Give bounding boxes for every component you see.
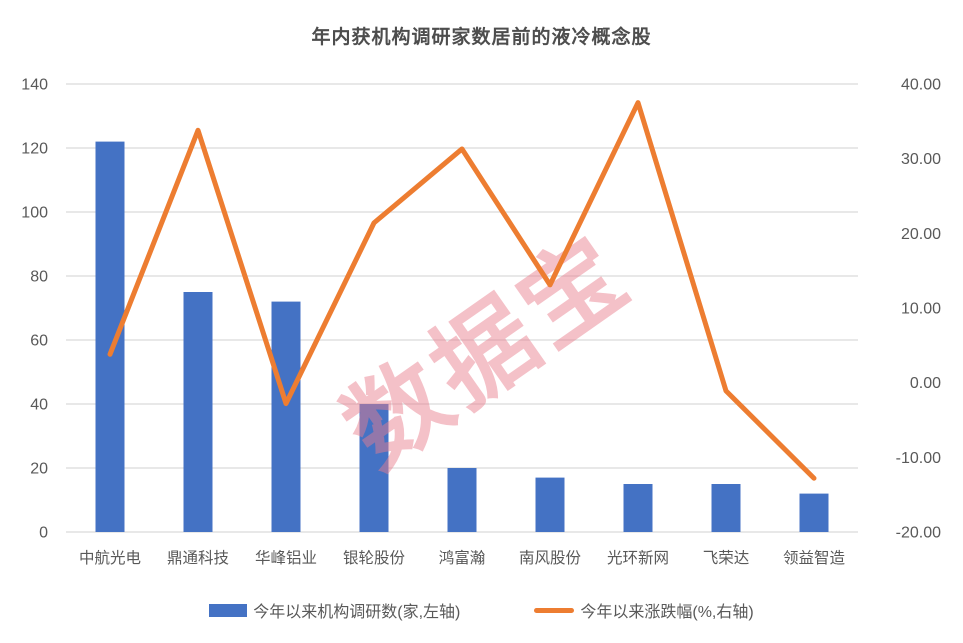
legend-item-bar-series: 今年以来机构调研数(家,左轴) [209, 598, 460, 622]
bar-series [95, 141, 829, 532]
category-labels: 中航光电 鼎通科技 华峰铝业 银轮股份 鸿富瀚 南风股份 光环新网 飞荣达 领益智造 [79, 549, 846, 567]
legend-item-line-series: 今年以来涨跌幅(%,右轴) [534, 598, 754, 622]
svg-text:南风股份: 南风股份 [519, 549, 582, 567]
svg-text:100: 100 [21, 205, 48, 222]
svg-text:0.00: 0.00 [910, 375, 941, 392]
bar-鸿富瀚 [447, 468, 477, 532]
svg-text:-20.00: -20.00 [896, 525, 941, 542]
svg-text:30.00: 30.00 [901, 151, 941, 168]
svg-text:华峰铝业: 华峰铝业 [255, 549, 317, 567]
svg-text:光环新网: 光环新网 [607, 549, 669, 567]
svg-text:飞荣达: 飞荣达 [703, 549, 750, 567]
bar-南风股份 [535, 477, 565, 532]
svg-text:鼎通科技: 鼎通科技 [167, 549, 229, 567]
bar-领益智造 [799, 493, 829, 532]
bar-鼎通科技 [183, 292, 213, 532]
bar-华峰铝业 [271, 301, 301, 532]
bar-飞荣达 [711, 484, 741, 532]
svg-text:中航光电: 中航光电 [79, 549, 141, 567]
chart-title: 年内获机构调研家数居前的液冷概念股 [311, 27, 652, 48]
line-series [107, 100, 817, 481]
bar-series-swatch-icon [209, 603, 248, 617]
svg-text:60: 60 [30, 333, 48, 350]
bar-光环新网 [623, 484, 653, 532]
bar-银轮股份 [359, 404, 389, 532]
legend-label-line-series: 今年以来涨跌幅(%,右轴) [580, 604, 754, 621]
svg-text:领益智造: 领益智造 [783, 549, 846, 567]
right-axis-labels: 40.00 30.00 20.00 10.00 0.00 -10.00 -20.00 [896, 77, 941, 542]
left-axis-labels: 140 120 100 80 60 40 20 0 [21, 77, 48, 542]
svg-text:40.00: 40.00 [901, 77, 941, 94]
chart-legend: 今年以来机构调研数(家,左轴) 今年以来涨跌幅(%,右轴) [0, 598, 963, 622]
bar-中航光电 [95, 141, 125, 532]
legend-label-bar-series: 今年以来机构调研数(家,左轴) [253, 604, 461, 621]
svg-text:80: 80 [30, 269, 48, 286]
svg-text:-10.00: -10.00 [896, 450, 941, 467]
svg-text:鸿富瀚: 鸿富瀚 [439, 549, 486, 567]
svg-text:120: 120 [21, 141, 48, 158]
svg-text:10.00: 10.00 [901, 301, 941, 318]
line-series-swatch-icon [534, 607, 575, 613]
chart-plot-area: 140 120 100 80 60 40 20 0 40.00 30.00 20.00 10.00 0.… [21, 77, 941, 568]
svg-text:40: 40 [30, 397, 48, 414]
svg-text:140: 140 [21, 77, 48, 94]
svg-text:20.00: 20.00 [901, 226, 941, 243]
svg-text:银轮股份: 银轮股份 [343, 549, 406, 567]
svg-text:20: 20 [30, 461, 48, 478]
svg-text:0: 0 [39, 525, 48, 542]
watermark: 数据宝 [325, 215, 650, 489]
